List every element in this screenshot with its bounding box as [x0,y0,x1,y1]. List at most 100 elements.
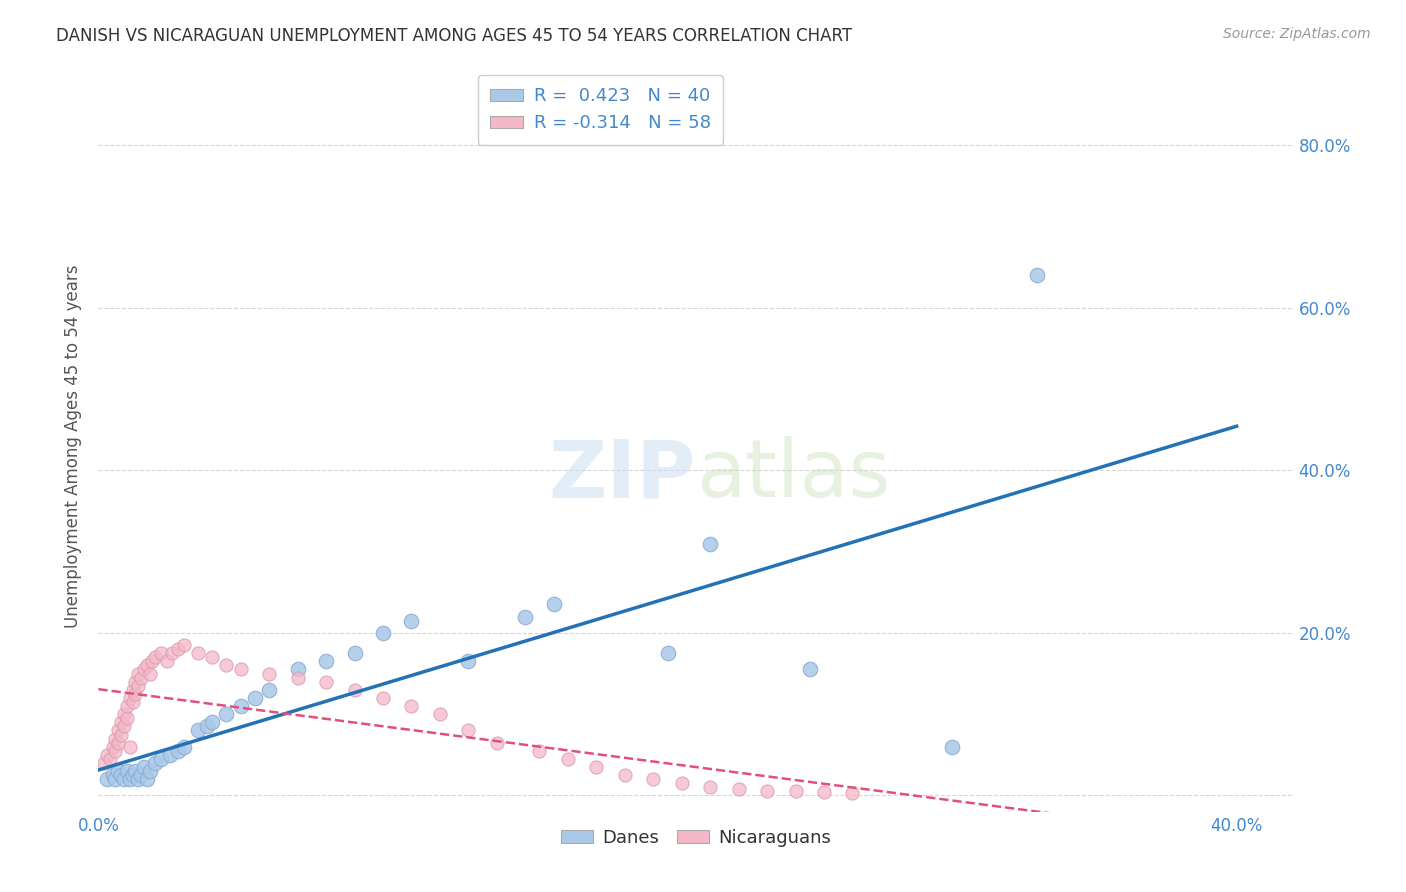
Point [141,654,163,668]
Point [585,760,607,774]
Point [173,638,195,652]
Point [401,699,423,714]
Point [115,711,138,725]
Point [257,666,280,681]
Point [643,772,665,787]
Point [101,768,124,782]
Point [110,768,132,782]
Point [138,764,160,778]
Point [124,764,146,778]
Point [143,756,166,770]
Point [96,747,118,762]
Point [124,674,146,689]
Point [187,646,209,660]
Point [107,723,129,738]
Point [101,739,124,754]
Point [127,666,149,681]
Point [135,658,157,673]
Point [613,768,636,782]
Point [343,646,366,660]
Point [104,772,127,787]
Point [121,768,143,782]
Point [96,772,118,787]
Point [112,707,135,722]
Point [401,614,423,628]
Text: atlas: atlas [696,436,890,515]
Point [159,747,181,762]
Point [215,707,238,722]
Point [115,764,138,778]
Point [657,646,679,660]
Point [162,646,184,660]
Point [187,723,209,738]
Point [229,663,252,677]
Point [287,663,309,677]
Point [243,690,266,705]
Point [118,739,141,754]
Point [195,719,218,733]
Point [104,744,127,758]
Point [167,744,190,758]
Point [485,736,508,750]
Point [124,687,146,701]
Point [799,663,821,677]
Point [150,646,173,660]
Point [104,731,127,746]
Point [727,781,749,796]
Point [173,739,195,754]
Point [671,776,693,790]
Point [110,727,132,741]
Point [371,690,394,705]
Point [699,536,721,550]
Point [941,739,963,754]
Point [841,786,863,800]
Point [115,699,138,714]
Point [557,752,579,766]
Point [129,768,152,782]
Point [150,752,173,766]
Point [201,650,224,665]
Text: DANISH VS NICARAGUAN UNEMPLOYMENT AMONG AGES 45 TO 54 YEARS CORRELATION CHART: DANISH VS NICARAGUAN UNEMPLOYMENT AMONG … [56,27,852,45]
Point [315,674,337,689]
Point [143,650,166,665]
Point [132,663,155,677]
Point [110,715,132,730]
Point [121,695,143,709]
Point [121,682,143,697]
Point [112,772,135,787]
Point [112,719,135,733]
Point [127,772,149,787]
Point [127,679,149,693]
Point [429,707,451,722]
Point [201,715,224,730]
Point [93,756,115,770]
Point [529,744,551,758]
Point [257,682,280,697]
Point [118,690,141,705]
Point [98,752,121,766]
Legend: Danes, Nicaraguans: Danes, Nicaraguans [554,822,838,854]
Point [457,654,479,668]
Point [699,780,721,795]
Point [138,666,160,681]
Text: ZIP: ZIP [548,436,696,515]
Point [107,764,129,778]
Text: Source: ZipAtlas.com: Source: ZipAtlas.com [1223,27,1371,41]
Y-axis label: Unemployment Among Ages 45 to 54 years: Unemployment Among Ages 45 to 54 years [65,264,83,628]
Point [457,723,479,738]
Point [132,760,155,774]
Point [756,783,779,797]
Point [118,772,141,787]
Point [129,671,152,685]
Point [135,772,157,787]
Point [371,626,394,640]
Point [229,699,252,714]
Point [543,598,565,612]
Point [287,671,309,685]
Point [343,682,366,697]
Point [156,654,179,668]
Point [107,736,129,750]
Point [1026,268,1049,283]
Point [315,654,337,668]
Point [813,785,835,799]
